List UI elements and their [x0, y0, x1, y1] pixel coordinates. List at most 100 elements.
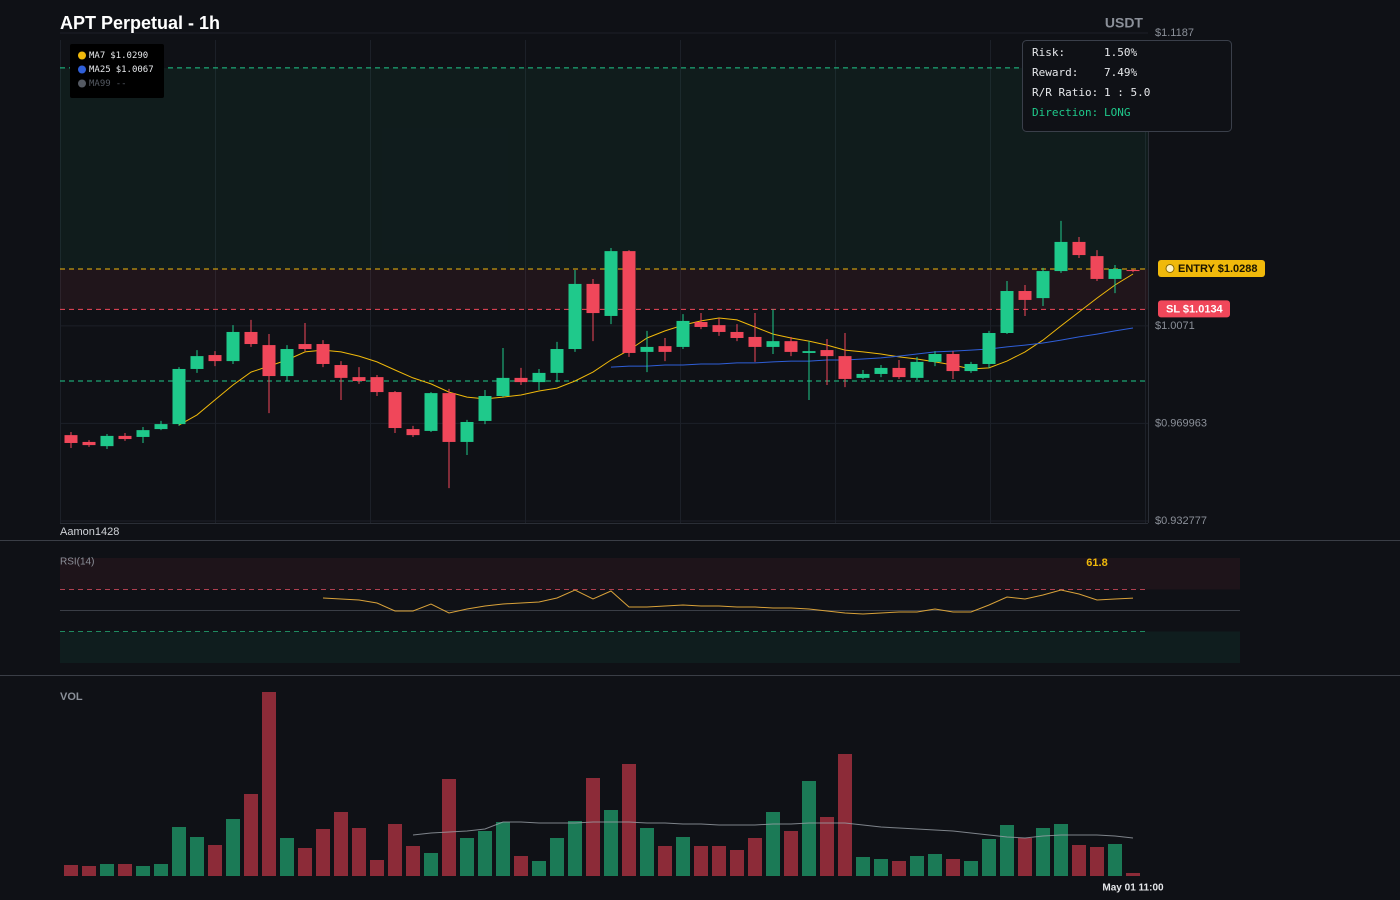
volume-bar [694, 846, 708, 876]
volume-bar [388, 824, 402, 876]
legend-entry: MA25 $1.0067 [89, 65, 154, 75]
volume-bar [514, 856, 528, 876]
volume-bar [478, 831, 492, 876]
badge-dot [1165, 263, 1175, 273]
level-badge [1158, 300, 1230, 318]
candle-body [82, 441, 96, 446]
rsi-oversold-zone [60, 631, 1240, 663]
candle-body [442, 393, 456, 442]
candle-body [298, 344, 312, 350]
volume-bar [856, 857, 870, 876]
legend-dot [78, 65, 86, 74]
candle-body [496, 377, 510, 397]
candle-body [118, 435, 132, 440]
candle-body [964, 363, 978, 372]
legend-name: MA99 [89, 79, 111, 89]
volume-bar [568, 821, 582, 876]
rsi-line [322, 589, 1134, 615]
volume-bar [424, 853, 438, 876]
info-label: Reward: [1032, 66, 1078, 79]
volume-bar [892, 861, 906, 876]
volume-bar [586, 778, 600, 876]
candle-body [334, 365, 348, 378]
volume-bar [1072, 845, 1086, 876]
level-badge [1158, 259, 1265, 277]
volume-bar [838, 754, 852, 876]
volume-bar [82, 866, 96, 876]
legend-dot [78, 51, 86, 60]
candle-body [982, 333, 996, 364]
volume-bar [208, 845, 222, 876]
y-tick-label: $0.932777 [1155, 515, 1207, 527]
info-value: LONG [1104, 106, 1131, 119]
volume-bar [460, 838, 474, 876]
legend-value: -- [116, 79, 127, 89]
rsi-overbought-zone [60, 558, 1240, 590]
info-label: Direction: [1032, 106, 1098, 119]
volume-bar [1126, 873, 1140, 876]
y-tick-label: $0.969963 [1155, 417, 1207, 429]
volume-bar [964, 861, 978, 876]
volume-bar [172, 827, 186, 876]
info-value: 7.49% [1104, 66, 1137, 79]
candle-body [262, 345, 276, 377]
candle-body [820, 350, 834, 357]
candle-body [784, 341, 798, 352]
profit-zone [60, 67, 1148, 269]
candle-body [658, 346, 672, 352]
rsi-value: 61.8 [1086, 557, 1107, 569]
candle-body [226, 331, 240, 362]
candle-body [748, 336, 762, 347]
info-box [1022, 40, 1232, 132]
candle-body [64, 435, 78, 443]
legend-value: $1.0067 [116, 65, 154, 75]
volume-bar [766, 812, 780, 876]
legend-entry: MA7 $1.0290 [89, 51, 148, 61]
candle-body [190, 356, 204, 369]
volume-bar [298, 848, 312, 876]
candle-body [406, 429, 420, 436]
candle-body [424, 393, 438, 431]
volume-bar [640, 828, 654, 876]
volume-bar [262, 692, 276, 876]
info-value: 1.50% [1104, 46, 1137, 59]
candle-body [622, 251, 636, 353]
loss-zone [60, 268, 1148, 310]
volume-bar [118, 864, 132, 876]
volume-bar [802, 781, 816, 876]
volume-bar [334, 812, 348, 876]
candle-body [388, 392, 402, 429]
rsi-title: RSI(14) [60, 557, 94, 568]
candle-body [478, 396, 492, 421]
volume-bar [982, 839, 996, 876]
candle-body [640, 346, 654, 352]
volume-bar [496, 822, 510, 876]
candle-body [568, 283, 582, 350]
volume-bar [442, 779, 456, 876]
candle-body [604, 251, 618, 316]
volume-bar [784, 831, 798, 876]
candle-body [838, 356, 852, 379]
volume-bar [226, 819, 240, 876]
legend-name: MA25 [89, 65, 111, 75]
candle-body [1072, 241, 1086, 256]
candle-body [514, 377, 528, 383]
candle-body [208, 355, 222, 362]
candle-body [856, 373, 870, 378]
volume-ma-line [412, 821, 1134, 839]
volume-bar [136, 866, 150, 876]
candle-body [1036, 271, 1050, 299]
candle-body [910, 361, 924, 378]
candle-body [1054, 241, 1068, 272]
candle-body [1090, 256, 1104, 279]
candle-body [460, 421, 474, 442]
info-label: R/R Ratio: [1032, 86, 1098, 99]
watermark: Aamon1428 [60, 526, 119, 538]
volume-bar [352, 828, 366, 876]
unit-label: USDT [1105, 15, 1144, 31]
candle-body [1000, 291, 1014, 334]
candle-body [730, 331, 744, 338]
